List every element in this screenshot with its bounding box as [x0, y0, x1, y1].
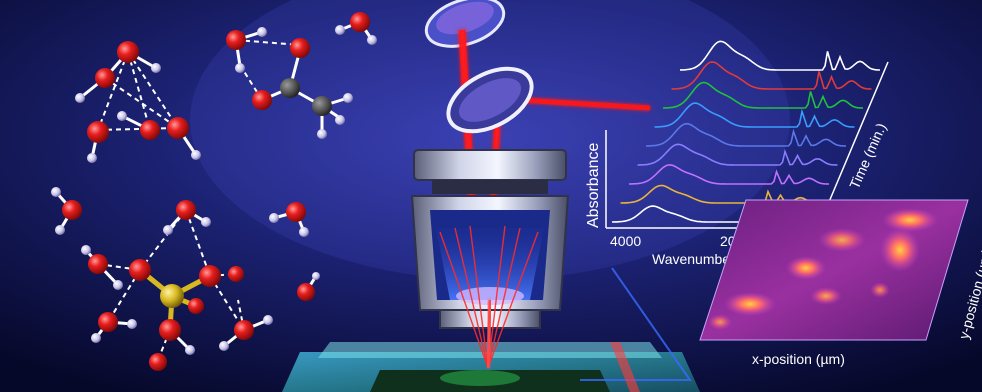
sample-stage: [282, 342, 700, 392]
chemical-map: x-position (µm) y-position (µm): [699, 199, 982, 367]
spectrum-trace: [662, 81, 864, 109]
laser-focus-beam: [486, 299, 492, 369]
microscope-objective: [410, 149, 570, 329]
mirror-top: [424, 0, 506, 48]
chemical-map-hotspots: [708, 208, 938, 330]
spectra-ylabel: Absorbance: [585, 143, 602, 228]
acetic-acid-water-molecule: [226, 27, 353, 139]
spectrum-trace: [654, 102, 855, 128]
spectrum-trace: [637, 143, 838, 166]
spectrum-trace: [628, 164, 829, 185]
spectrum-trace: [680, 40, 881, 71]
map-connector-line: [580, 267, 692, 381]
water-molecule-top: [335, 12, 377, 45]
spectra-tick-4000: 4000: [610, 233, 641, 249]
spectrum-trace: [645, 122, 847, 147]
focused-laser-cone: [439, 225, 539, 369]
background-halo: [190, 0, 790, 280]
water-cluster-molecule: [75, 41, 201, 163]
sulfate-water-cluster: [81, 200, 273, 371]
water-molecule-mid: [269, 202, 309, 237]
map-xlabel: x-position (µm): [752, 351, 845, 367]
water-molecule-small: [297, 272, 320, 301]
spectrum-trace: [671, 61, 872, 90]
water-molecule-left: [51, 187, 82, 235]
red-accent-stripe: [610, 342, 640, 392]
mirror-middle: [446, 66, 534, 134]
